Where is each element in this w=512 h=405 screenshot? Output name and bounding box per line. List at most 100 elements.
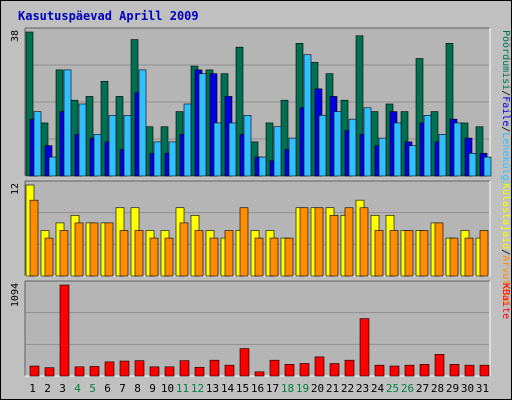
bar-top-s2-d3 [63, 69, 72, 177]
bar-middle-s1-d20 [314, 207, 324, 277]
bar-bottom-s0-d30 [464, 364, 475, 377]
bar-middle-s1-d15 [239, 207, 249, 277]
x-tick-label-day-24: 24 [371, 382, 385, 395]
x-tick-label-day-3: 3 [59, 382, 66, 395]
bar-bottom-s0-d11 [179, 360, 190, 377]
bar-top-s2-d22 [348, 118, 357, 177]
bar-middle-s1-d18 [284, 237, 294, 277]
bar-bottom-s0-d9 [149, 366, 160, 377]
bar-middle-s1-d8 [134, 230, 144, 277]
x-tick-label-day-18: 18 [281, 382, 294, 395]
bar-top-s2-d24 [378, 137, 387, 177]
bar-top-s2-d28 [438, 134, 447, 177]
bar-top-s2-d4 [78, 103, 87, 177]
bar-top-s2-d7 [123, 115, 132, 177]
x-tick-label-day-9: 9 [149, 382, 156, 395]
legend-text: Külastajaid [500, 183, 511, 249]
bar-middle-s1-d5 [89, 222, 99, 277]
bar-top-s2-d6 [108, 115, 117, 177]
bar-top-s2-d20 [318, 115, 327, 177]
bar-bottom-s0-d31 [479, 364, 490, 377]
bar-bottom-s0-d24 [374, 364, 385, 377]
bar-middle-s1-d10 [164, 237, 174, 277]
x-tick-label-day-14: 14 [221, 382, 235, 395]
bar-bottom-s0-d26 [404, 364, 415, 377]
bar-middle-s1-d11 [179, 222, 189, 277]
bar-bottom-s0-d15 [239, 348, 250, 377]
bar-middle-s1-d24 [374, 230, 384, 277]
bar-top-s2-d23 [363, 107, 372, 177]
x-tick-label-day-30: 30 [461, 382, 474, 395]
y-max-label-bottom: 1094 [10, 283, 21, 307]
bar-top-s2-d21 [333, 111, 342, 177]
x-tick-label-day-28: 28 [431, 382, 444, 395]
bar-top-s2-d1 [33, 111, 42, 177]
bar-middle-s1-d19 [299, 207, 309, 277]
bar-bottom-s0-d6 [104, 361, 115, 377]
bar-top-s2-d27 [423, 115, 432, 177]
bar-top-s2-d18 [288, 137, 297, 177]
x-tick-label-day-13: 13 [206, 382, 219, 395]
x-tick-label-day-19: 19 [296, 382, 309, 395]
y-max-label-middle: 12 [10, 183, 21, 195]
x-tick-label-day-29: 29 [446, 382, 459, 395]
x-tick-label-day-5: 5 [89, 382, 96, 395]
bar-middle-s1-d6 [104, 222, 114, 277]
panel-top: 38 Pöördumisi/Faile/Lehekülgi [10, 27, 511, 187]
x-tick-label-day-2: 2 [44, 382, 51, 395]
x-tick-label-day-12: 12 [191, 382, 204, 395]
bar-bottom-s0-d12 [194, 366, 205, 377]
x-tick-label-day-20: 20 [311, 382, 324, 395]
x-tick-label-day-8: 8 [134, 382, 141, 395]
x-tick-label-day-21: 21 [326, 382, 339, 395]
panel-middle: 12 Külastajaid/Arvuteid [10, 180, 511, 303]
x-tick-label-day-31: 31 [476, 382, 489, 395]
legend-text: / [500, 90, 511, 96]
bar-bottom-s0-d17 [269, 359, 280, 377]
bar-middle-s1-d14 [224, 230, 234, 277]
bar-middle-s1-d23 [359, 207, 369, 277]
bar-middle-s1-d31 [479, 230, 489, 277]
bar-top-s0-d23 [355, 35, 364, 177]
x-tick-label-day-10: 10 [161, 382, 174, 395]
x-tick-label-day-26: 26 [401, 382, 414, 395]
x-tick-label-day-11: 11 [176, 382, 189, 395]
bar-top-s2-d12 [198, 73, 207, 177]
legend-text: Pöördumisi [500, 30, 511, 90]
bar-middle-s1-d30 [464, 237, 474, 277]
bar-top-s2-d29 [453, 122, 462, 177]
x-tick-label-day-16: 16 [251, 382, 264, 395]
bar-top-s2-d13 [213, 122, 222, 177]
bar-middle-s1-d3 [59, 230, 69, 277]
bar-top-s2-d14 [228, 122, 237, 177]
bar-top-s2-d15 [243, 115, 252, 177]
bar-middle-s1-d17 [269, 237, 279, 277]
bar-top-s2-d9 [153, 141, 162, 177]
bar-top-s2-d25 [393, 122, 402, 177]
bar-middle-s1-d25 [389, 230, 399, 277]
bar-bottom-s0-d8 [134, 360, 145, 377]
bar-bottom-s0-d16 [254, 371, 265, 377]
bar-middle-s1-d27 [419, 230, 429, 277]
bar-bottom-s0-d28 [434, 354, 445, 377]
bar-middle-s1-d1 [29, 199, 39, 277]
x-tick-label-day-23: 23 [356, 382, 369, 395]
bar-top-s2-d16 [258, 156, 267, 177]
x-tick-label-day-17: 17 [266, 382, 279, 395]
bar-top-s2-d19 [303, 54, 312, 177]
bar-top-s0-d27 [415, 58, 424, 177]
bar-top-s0-d17 [265, 122, 274, 177]
bar-middle-s1-d9 [149, 237, 159, 277]
bar-bottom-s0-d25 [389, 365, 400, 377]
bar-top-s2-d10 [168, 141, 177, 177]
bar-middle-s1-d12 [194, 230, 204, 277]
bar-top-s2-d26 [408, 145, 417, 177]
bar-bottom-s0-d4 [74, 366, 85, 377]
legend-text: / [500, 126, 511, 132]
x-tick-label-day-25: 25 [386, 382, 399, 395]
bar-bottom-s0-d3 [59, 284, 70, 377]
bar-top-s2-d31 [483, 156, 492, 177]
bar-bottom-s0-d14 [224, 364, 235, 377]
